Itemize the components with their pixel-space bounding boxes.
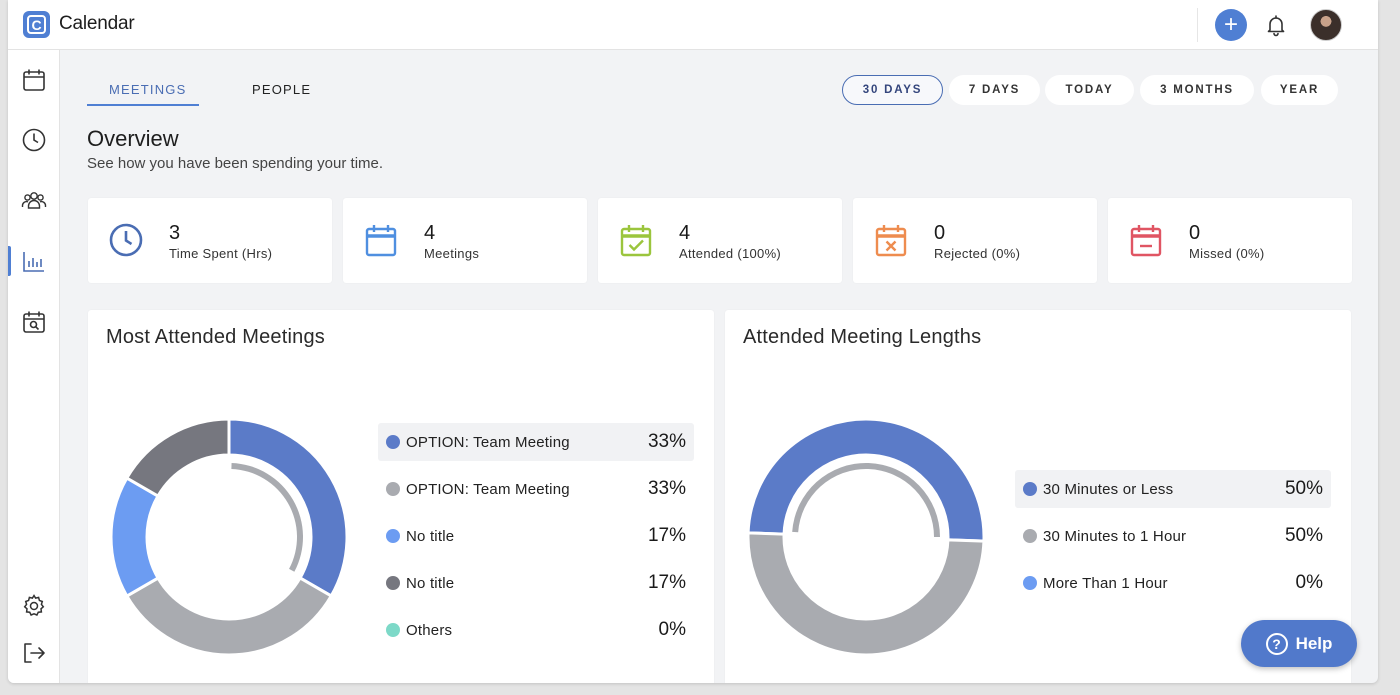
calendar-check-icon <box>620 225 652 257</box>
clock-icon <box>109 223 143 257</box>
legend-dot <box>1023 482 1037 496</box>
most-attended-legend-item[interactable]: No title 17% <box>378 564 694 602</box>
calendar-icon[interactable] <box>21 67 47 93</box>
page-title: Overview <box>87 126 179 151</box>
bell-icon[interactable] <box>1264 13 1288 37</box>
legend-dot <box>386 576 400 590</box>
legend-label: 30 Minutes or Less <box>1043 480 1174 498</box>
calendar-x-icon <box>875 225 907 257</box>
tab-meetings[interactable]: MEETINGS <box>109 82 187 97</box>
most-attended-legend-item[interactable]: No title 17% <box>378 517 694 555</box>
app-title: Calendar <box>59 13 135 34</box>
legend-dot <box>386 435 400 449</box>
top-bar: C Calendar + <box>8 0 1378 50</box>
help-label: Help <box>1295 633 1333 653</box>
range-3-months[interactable]: 3 MONTHS <box>1140 75 1254 105</box>
plus-icon: + <box>1223 11 1238 38</box>
stat-card-missed: 0 Missed (0%) <box>1108 198 1352 283</box>
people-icon[interactable] <box>21 187 47 213</box>
sidebar <box>8 50 60 683</box>
meeting-lengths-donut-chart <box>746 417 986 657</box>
gear-icon[interactable] <box>21 593 47 619</box>
meeting-lengths-panel: Attended Meeting Lengths 30 Minutes or L… <box>725 310 1351 683</box>
page-subtitle: See how you have been spending your time… <box>87 155 384 172</box>
divider <box>1197 8 1198 42</box>
question-icon: ? <box>1265 632 1288 655</box>
stat-label: Time Spent (Hrs) <box>169 246 273 261</box>
most-attended-slice-3[interactable] <box>124 417 231 499</box>
legend-label: OPTION: Team Meeting <box>406 433 570 451</box>
legend-dot <box>1023 576 1037 590</box>
stat-label: Attended (100%) <box>679 246 782 261</box>
meeting-lengths-slice-1[interactable] <box>746 531 986 657</box>
app-window: C Calendar + <box>8 0 1378 683</box>
most-attended-legend-item[interactable]: Others 0% <box>378 611 694 649</box>
help-button[interactable]: ? Help <box>1241 620 1357 667</box>
most-attended-donut-chart <box>109 417 349 657</box>
calendar-minus-icon <box>1130 225 1162 257</box>
stat-value: 0 <box>934 222 946 244</box>
stat-label: Rejected (0%) <box>934 246 1021 261</box>
legend-label: OPTION: Team Meeting <box>406 480 570 498</box>
clock-icon[interactable] <box>21 127 47 153</box>
meeting-lengths-slice-0[interactable] <box>746 417 986 543</box>
avatar[interactable] <box>1310 9 1342 41</box>
stat-card-rejected: 0 Rejected (0%) <box>853 198 1097 283</box>
legend-dot <box>386 482 400 496</box>
legend-percentage: 33% <box>647 478 686 499</box>
app-logo[interactable]: C <box>23 11 50 38</box>
legend-dot <box>386 623 400 637</box>
legend-percentage: 50% <box>1284 478 1323 499</box>
legend-label: More Than 1 Hour <box>1043 574 1168 592</box>
most-attended-legend-item[interactable]: OPTION: Team Meeting 33% <box>378 470 694 508</box>
most-attended-slice-1[interactable] <box>124 575 334 657</box>
legend-label: No title <box>406 527 455 545</box>
legend-percentage: 17% <box>647 525 686 546</box>
logout-icon[interactable] <box>21 640 47 666</box>
legend-percentage: 0% <box>1295 572 1323 593</box>
tab-people[interactable]: PEOPLE <box>252 82 312 97</box>
legend-percentage: 0% <box>658 619 686 640</box>
stat-value: 3 <box>169 222 181 244</box>
meeting-lengths-legend-item[interactable]: 30 Minutes to 1 Hour 50% <box>1015 517 1331 555</box>
legend-percentage: 17% <box>647 572 686 593</box>
panel-title: Attended Meeting Lengths <box>743 326 982 348</box>
most-attended-hover-ring <box>231 463 303 572</box>
legend-percentage: 50% <box>1284 525 1323 546</box>
analytics-icon[interactable] <box>21 248 47 274</box>
stat-value: 0 <box>1189 222 1201 244</box>
most-attended-panel: Most Attended Meetings OPTION: Team Meet… <box>88 310 714 683</box>
stat-label: Missed (0%) <box>1189 246 1265 261</box>
stat-card-time-spent: 3 Time Spent (Hrs) <box>88 198 332 283</box>
meeting-lengths-legend-item[interactable]: 30 Minutes or Less 50% <box>1015 470 1331 508</box>
legend-percentage: 33% <box>647 431 686 452</box>
most-attended-slice-0[interactable] <box>227 417 349 599</box>
stat-label: Meetings <box>424 246 480 261</box>
legend-label: 30 Minutes to 1 Hour <box>1043 527 1187 545</box>
stat-value: 4 <box>679 222 691 244</box>
range-7-days[interactable]: 7 DAYS <box>949 75 1040 105</box>
range-today[interactable]: TODAY <box>1045 75 1134 105</box>
range-year[interactable]: YEAR <box>1261 75 1338 105</box>
most-attended-legend-item[interactable]: OPTION: Team Meeting 33% <box>378 423 694 461</box>
panel-title: Most Attended Meetings <box>106 326 325 348</box>
legend-label: Others <box>406 621 453 639</box>
calendar-icon <box>365 225 397 257</box>
stat-value: 4 <box>424 222 436 244</box>
legend-dot <box>1023 529 1037 543</box>
legend-label: No title <box>406 574 455 592</box>
most-attended-slice-2[interactable] <box>109 475 161 599</box>
stat-card-attended: 4 Attended (100%) <box>598 198 842 283</box>
add-button[interactable]: + <box>1215 9 1247 41</box>
legend-dot <box>386 529 400 543</box>
active-indicator <box>8 246 11 276</box>
stat-card-meetings: 4 Meetings <box>343 198 587 283</box>
meeting-lengths-legend-item[interactable]: More Than 1 Hour 0% <box>1015 564 1331 602</box>
calendar-search-icon[interactable] <box>21 309 47 335</box>
range-30-days[interactable]: 30 DAYS <box>842 75 943 105</box>
active-tab-underline <box>87 104 199 106</box>
